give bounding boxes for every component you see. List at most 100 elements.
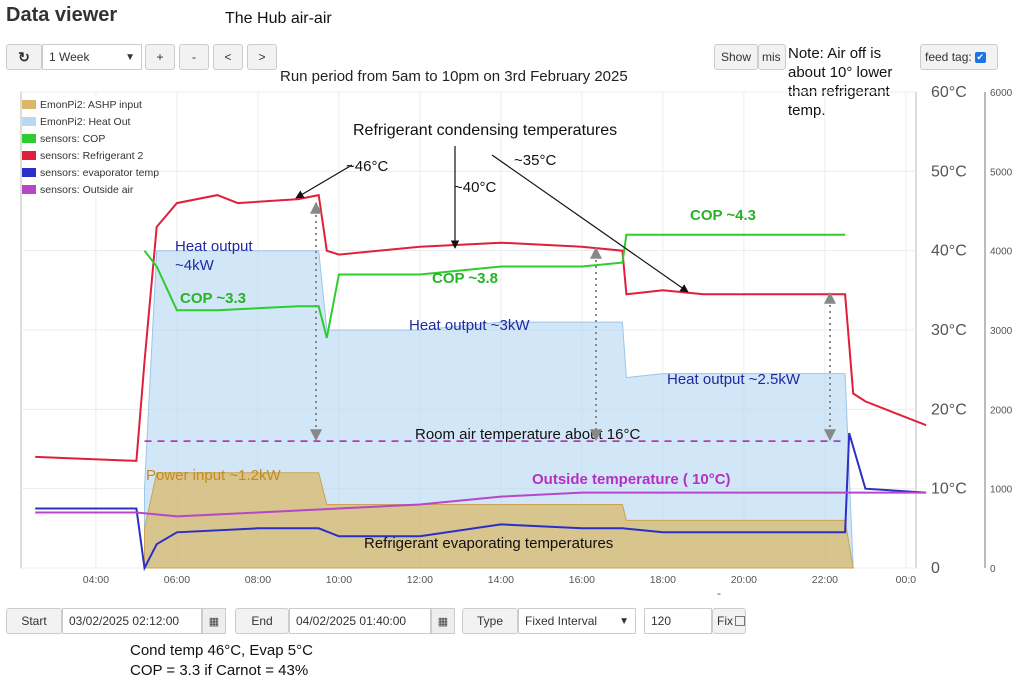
- annotation-room-air: Room air temperature about 16°C: [415, 426, 640, 443]
- legend-item[interactable]: sensors: COP: [22, 130, 159, 147]
- y-left-tick-label: 30°C: [931, 322, 967, 339]
- chevron-down-icon: ▼: [125, 51, 135, 63]
- y-left-tick-label: 60°C: [931, 84, 967, 101]
- note-text: Note: Air off is about 10° lower than re…: [788, 44, 918, 120]
- legend-label: sensors: COP: [40, 132, 106, 145]
- area-series: [144, 250, 854, 569]
- x-tick-label: 22:00: [812, 574, 838, 586]
- chart-title: Run period from 5am to 10pm on 3rd Febru…: [280, 68, 628, 85]
- end-date-input[interactable]: 04/02/2025 01:40:00: [289, 608, 431, 634]
- sensors-cop-line: [143, 233, 846, 339]
- y-left-tick-label: 20°C: [931, 401, 967, 418]
- y-right-tick-label: 5000: [990, 167, 1013, 178]
- annotation-heat-2-5kw: Heat output ~2.5kW: [667, 371, 801, 388]
- chart-legend: EmonPi2: ASHP input EmonPi2: Heat Out sens…: [22, 96, 160, 198]
- legend-item[interactable]: sensors: evaporator temp: [22, 164, 159, 181]
- feed-tag-label: feed tag:: [925, 50, 972, 64]
- annotation-40c: ~40°C: [454, 179, 496, 196]
- annotation-cop-4-3: COP ~4.3: [690, 207, 756, 224]
- annotation-46c: ~46°C: [346, 158, 388, 175]
- stray-dash: -: [717, 586, 721, 600]
- x-tick-label: 10:00: [326, 574, 352, 586]
- x-tick-label: 04:00: [83, 574, 109, 586]
- start-button[interactable]: Start: [6, 608, 62, 634]
- missing-button[interactable]: mis: [758, 44, 786, 70]
- ashp-input-area: [144, 472, 854, 569]
- y-left-tick-label: 50°C: [931, 163, 967, 180]
- annotation-outside-temp: Outside temperature ( 10°C): [532, 471, 731, 488]
- type-select[interactable]: Fixed Interval ▼: [518, 608, 636, 634]
- refresh-icon: ↻: [18, 48, 30, 65]
- legend-label: sensors: Outside air: [40, 183, 134, 196]
- x-tick-label: 06:00: [164, 574, 190, 586]
- arrow-46c: [295, 164, 353, 199]
- axis-labels: 04:00 06:00 08:00 10:00 12:00 14:00 16:00 18:00…: [83, 84, 1013, 586]
- annotation-condensing: Refrigerant condensing temperatures: [353, 122, 617, 139]
- x-tick-label: 08:00: [245, 574, 271, 586]
- annotations: Refrigerant condensing temperatures ~46°C…: [144, 122, 846, 552]
- pan-left-button[interactable]: <: [213, 44, 243, 70]
- y-right-tick-label: 0: [990, 564, 996, 575]
- end-button[interactable]: End: [235, 608, 289, 634]
- legend-item[interactable]: sensors: Refrigerant 2: [22, 147, 159, 164]
- x-tick-label: 00:0: [896, 574, 917, 586]
- range-select[interactable]: 1 Week ▼: [42, 44, 142, 70]
- legend-swatch: [22, 100, 36, 109]
- legend-swatch: [22, 185, 36, 194]
- range-select-value: 1 Week: [49, 50, 90, 64]
- y-left-tick-label: 40°C: [931, 243, 967, 260]
- type-select-value: Fixed Interval: [525, 614, 598, 628]
- bottom-note-line2: COP = 3.3 if Carnot = 43%: [130, 662, 309, 679]
- app-title: Data viewer: [6, 4, 118, 26]
- calendar-icon[interactable]: ▦: [431, 608, 455, 634]
- show-button[interactable]: Show: [714, 44, 758, 70]
- refresh-button[interactable]: ↻: [6, 44, 42, 70]
- feed-tag-toggle[interactable]: feed tag: ✔: [920, 44, 998, 70]
- legend-item[interactable]: EmonPi2: ASHP input: [22, 96, 159, 113]
- feed-tag-checkbox[interactable]: ✔: [974, 51, 986, 63]
- annotation-evaporating: Refrigerant evaporating temperatures: [364, 535, 613, 552]
- x-tick-label: 14:00: [488, 574, 514, 586]
- y-right-tick-label: 1000: [990, 485, 1013, 496]
- fix-checkbox[interactable]: [735, 616, 745, 626]
- type-button[interactable]: Type: [462, 608, 518, 634]
- zoom-out-button[interactable]: -: [179, 44, 209, 70]
- annotation-power-input: Power input ~1.2kW: [146, 467, 281, 484]
- legend-item[interactable]: sensors: Outside air: [22, 181, 159, 198]
- legend-swatch: [22, 168, 36, 177]
- annotation-heat-4kw: Heat output ~4kW: [175, 238, 253, 274]
- legend-swatch: [22, 151, 36, 160]
- interval-input[interactable]: 120: [644, 608, 712, 634]
- app-subtitle: The Hub air-air: [225, 10, 332, 27]
- x-tick-label: 20:00: [731, 574, 757, 586]
- fix-toggle[interactable]: Fix: [712, 608, 746, 634]
- bottom-note: Cond temp 46°C, Evap 5°C COP = 3.3 if Ca…: [130, 641, 313, 681]
- y-left-tick-label: 10°C: [931, 481, 967, 498]
- arrow-35c: [491, 154, 689, 293]
- legend-label: EmonPi2: ASHP input: [40, 98, 142, 111]
- chevron-down-icon: ▼: [619, 615, 629, 627]
- legend-label: sensors: Refrigerant 2: [40, 149, 144, 162]
- line-series: [35, 193, 927, 572]
- chart: 04:00 06:00 08:00 10:00 12:00 14:00 16:00 18:00…: [20, 84, 1013, 586]
- start-date-input[interactable]: 03/02/2025 02:12:00: [62, 608, 202, 634]
- annotation-35c: ~35°C: [514, 152, 556, 169]
- sensors-evaporator-temp-line: [35, 432, 927, 572]
- y-right-tick-label: 3000: [990, 326, 1013, 337]
- legend-label: sensors: evaporator temp: [40, 166, 160, 179]
- x-tick-label: 12:00: [407, 574, 433, 586]
- legend-label: EmonPi2: Heat Out: [40, 115, 131, 128]
- y-right-tick-label: 4000: [990, 247, 1013, 258]
- legend-swatch: [22, 117, 36, 126]
- legend-item[interactable]: EmonPi2: Heat Out: [22, 113, 159, 130]
- pan-right-button[interactable]: >: [247, 44, 277, 70]
- fix-label: Fix: [717, 614, 733, 628]
- zoom-in-button[interactable]: +: [145, 44, 175, 70]
- annotation-heat-3kw: Heat output ~3kW: [409, 317, 530, 334]
- x-tick-label: 16:00: [569, 574, 595, 586]
- sensors-outside-air-line: [35, 491, 927, 518]
- y-left-tick-label: 0: [931, 560, 940, 577]
- bottom-note-line1: Cond temp 46°C, Evap 5°C: [130, 642, 313, 659]
- calendar-icon[interactable]: ▦: [202, 608, 226, 634]
- annotation-cop-3-8: COP ~3.8: [432, 270, 498, 287]
